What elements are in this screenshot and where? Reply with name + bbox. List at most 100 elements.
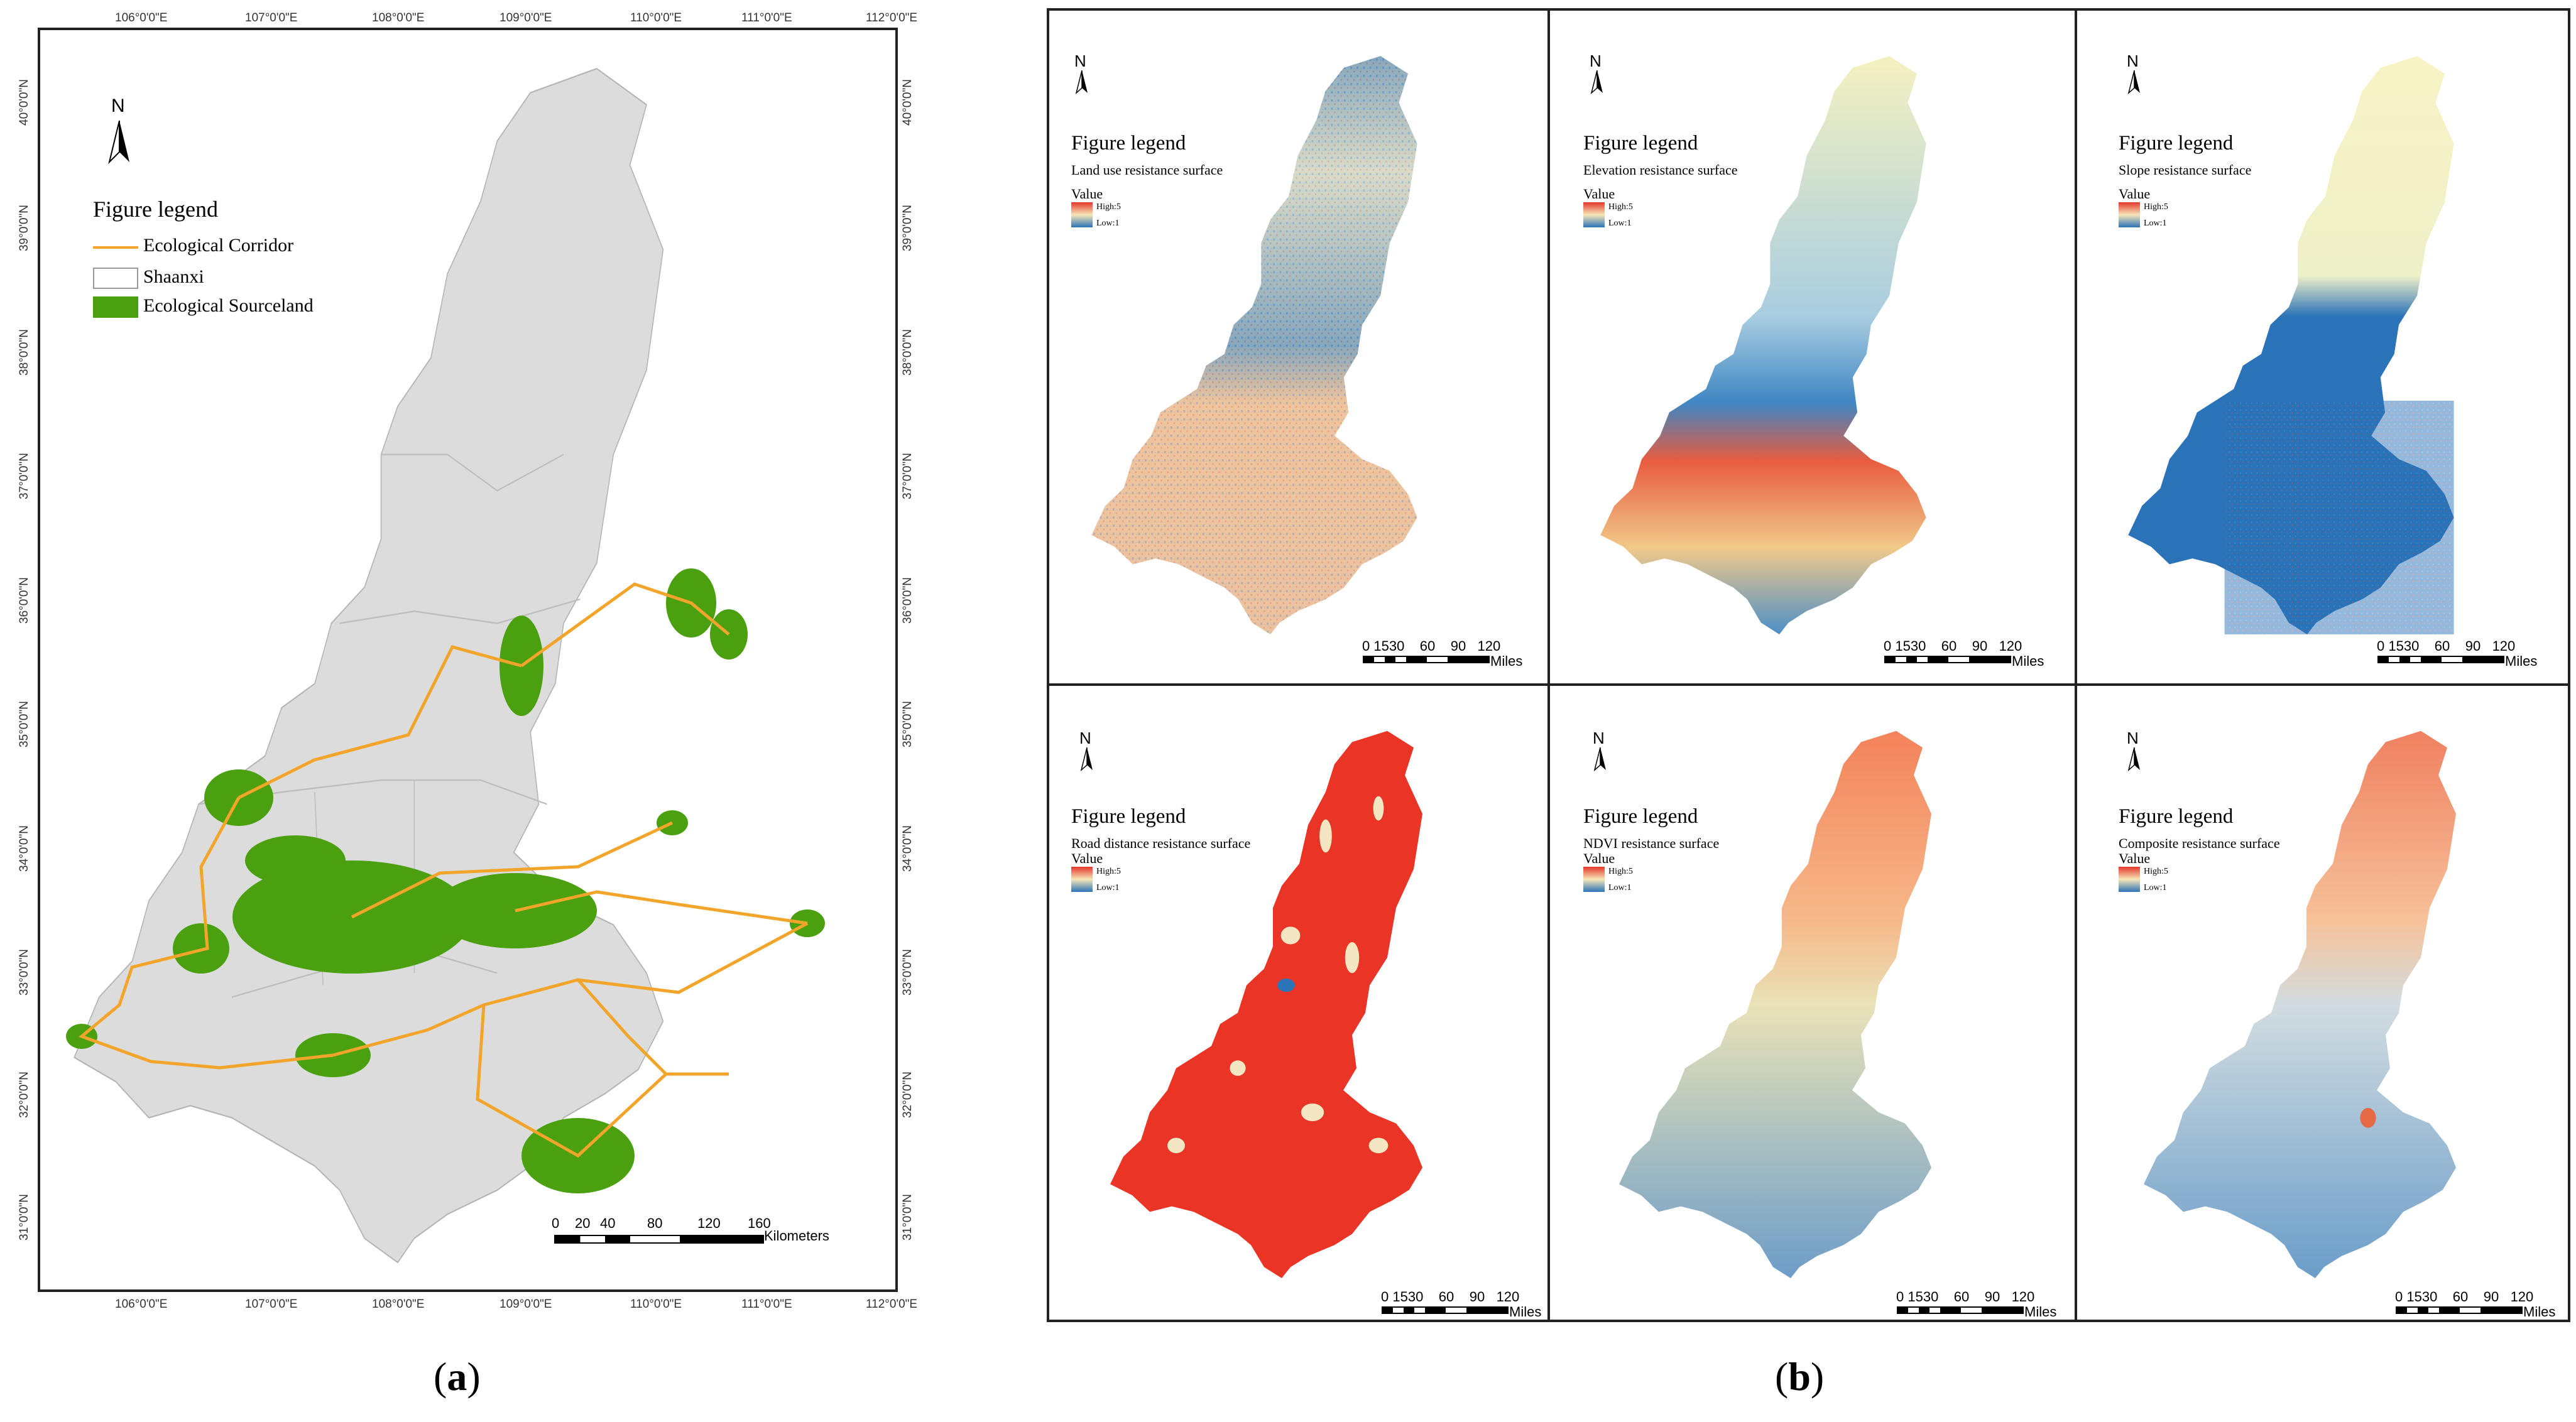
- scale-labels: 0 1530 60 90 120: [1381, 1289, 1520, 1305]
- ecological-corridors: [79, 582, 809, 1158]
- panel-legend-title: Figure legend: [1071, 132, 1186, 155]
- scale-unit: Miles: [2024, 1304, 2057, 1320]
- lat-left-label: 38°0'0"N: [18, 329, 31, 376]
- north-label: N: [1074, 52, 1086, 70]
- value-label: Value: [1071, 186, 1103, 202]
- high-label: High:5: [2144, 867, 2168, 876]
- lon-top-label: 107°0'0"E: [245, 11, 298, 24]
- value-ramps: [1071, 202, 2140, 892]
- scale-number: 80: [647, 1215, 663, 1231]
- panel-a-map: [38, 28, 898, 1292]
- north-label: N: [2127, 52, 2139, 70]
- north-arrow-icon: [2127, 70, 2140, 95]
- lat-left-label: 36°0'0"N: [18, 577, 31, 624]
- panel-subtitle-slope: Slope resistance surface: [2119, 162, 2252, 178]
- north-arrow-icon: [2127, 747, 2140, 772]
- north-label-a: N: [111, 95, 125, 116]
- value-ramp-swatch: [1583, 867, 1605, 892]
- lat-right-label: 36°0'0"N: [901, 577, 914, 624]
- scale-number: 40: [600, 1215, 616, 1231]
- scale-labels: 0 1530 60 90 120: [1884, 638, 2022, 654]
- scale-labels: 0 1530 60 90 120: [1896, 1289, 2035, 1305]
- lat-left-label: 35°0'0"N: [18, 701, 31, 747]
- north-arrow-icon: [1590, 70, 1603, 95]
- lon-bottom-label: 108°0'0"E: [372, 1298, 425, 1311]
- value-label: Value: [1071, 850, 1103, 866]
- lon-top-label: 106°0'0"E: [115, 11, 168, 24]
- scale-unit: Miles: [2012, 653, 2044, 669]
- panel-subtitle-elevation: Elevation resistance surface: [1583, 162, 1738, 178]
- lon-bottom-label: 109°0'0"E: [499, 1298, 552, 1311]
- low-label: Low:1: [2144, 219, 2167, 228]
- lon-bottom-label: 107°0'0"E: [245, 1298, 298, 1311]
- panel-legend-title: Figure legend: [2119, 132, 2234, 155]
- north-label: N: [2127, 729, 2139, 747]
- lon-bottom-label: 112°0'0"E: [866, 1298, 918, 1311]
- scale-labels: 0 1530 60 90 120: [2377, 638, 2516, 654]
- lon-bottom-label: 106°0'0"E: [115, 1298, 168, 1311]
- value-label: Value: [1583, 186, 1615, 202]
- caption-a: (a): [434, 1354, 481, 1399]
- high-label: High:5: [1096, 867, 1121, 876]
- lon-top-label: 110°0'0"E: [630, 11, 682, 24]
- lat-left-label: 32°0'0"N: [18, 1072, 31, 1118]
- legend-label-shaanxi: Shaanxi: [143, 266, 204, 287]
- scale-unit-a: Kilometers: [764, 1228, 829, 1244]
- north-arrows: [1075, 70, 2140, 772]
- lat-right-label: 38°0'0"N: [901, 329, 914, 376]
- legend-label-sourceland: Ecological Sourceland: [143, 295, 314, 316]
- lat-right-label: 32°0'0"N: [901, 1072, 914, 1118]
- panel-subtitle-composite: Composite resistance surface: [2119, 835, 2280, 851]
- map-road-distance: [1110, 730, 1422, 1278]
- legend-title-a: Figure legend: [93, 197, 218, 222]
- map-slope: [2128, 56, 2454, 635]
- scale-bar: [2396, 1306, 2523, 1314]
- low-label: Low:1: [1096, 883, 1120, 893]
- value-ramp-swatch: [2119, 202, 2140, 227]
- panel-legend-title: Figure legend: [1071, 805, 1186, 828]
- lat-left-label: 39°0'0"N: [18, 205, 31, 251]
- low-label: Low:1: [2144, 883, 2167, 893]
- scale-labels: 0 1530 60 90 120: [1362, 638, 1501, 654]
- value-ramp-swatch: [1583, 202, 1605, 227]
- legend-swatch-corridor: [93, 246, 138, 249]
- scale-bar: [1382, 1306, 1509, 1314]
- lat-left-label: 31°0'0"N: [18, 1194, 31, 1240]
- scale-unit: Miles: [1490, 653, 1523, 669]
- legend-swatch-shaanxi: [93, 268, 138, 289]
- legend-label-corridor: Ecological Corridor: [143, 235, 294, 256]
- lat-right-label: 33°0'0"N: [901, 949, 914, 996]
- north-label: N: [1593, 729, 1605, 747]
- lon-top-label: 111°0'0"E: [741, 11, 792, 24]
- north-label: N: [1079, 729, 1091, 747]
- lat-left-label: 33°0'0"N: [18, 949, 31, 996]
- value-ramp-swatch: [1071, 867, 1093, 892]
- scale-number: 160: [748, 1215, 771, 1231]
- lon-bottom-label: 111°0'0"E: [741, 1298, 792, 1311]
- lon-top-label: 109°0'0"E: [499, 11, 552, 24]
- low-label: Low:1: [1096, 219, 1120, 228]
- scale-unit: Miles: [2505, 653, 2538, 669]
- high-label: High:5: [1608, 202, 1633, 212]
- map-composite: [2144, 730, 2456, 1278]
- lat-right-label: 37°0'0"N: [901, 453, 914, 499]
- panel-legend-title: Figure legend: [1583, 132, 1698, 155]
- scale-bar: [1884, 656, 2011, 663]
- lon-top-label: 108°0'0"E: [372, 11, 425, 24]
- scale-unit: Miles: [1509, 1304, 1542, 1320]
- panel-legend-title: Figure legend: [2119, 805, 2234, 828]
- scale-bar: [1897, 1306, 2024, 1314]
- value-label: Value: [2119, 850, 2151, 866]
- north-label: N: [1590, 52, 1602, 70]
- high-label: High:5: [2144, 202, 2168, 212]
- lon-top-label: 112°0'0"E: [866, 11, 918, 24]
- lat-left-label: 37°0'0"N: [18, 453, 31, 499]
- scale-bar: [1363, 656, 1490, 663]
- scale-number: 20: [575, 1215, 591, 1231]
- lat-left-label: 34°0'0"N: [18, 825, 31, 872]
- lat-right-label: 34°0'0"N: [901, 825, 914, 872]
- lat-left-label: 40°0'0"N: [18, 79, 31, 126]
- scale-unit: Miles: [2523, 1304, 2556, 1320]
- value-label: Value: [1583, 850, 1615, 866]
